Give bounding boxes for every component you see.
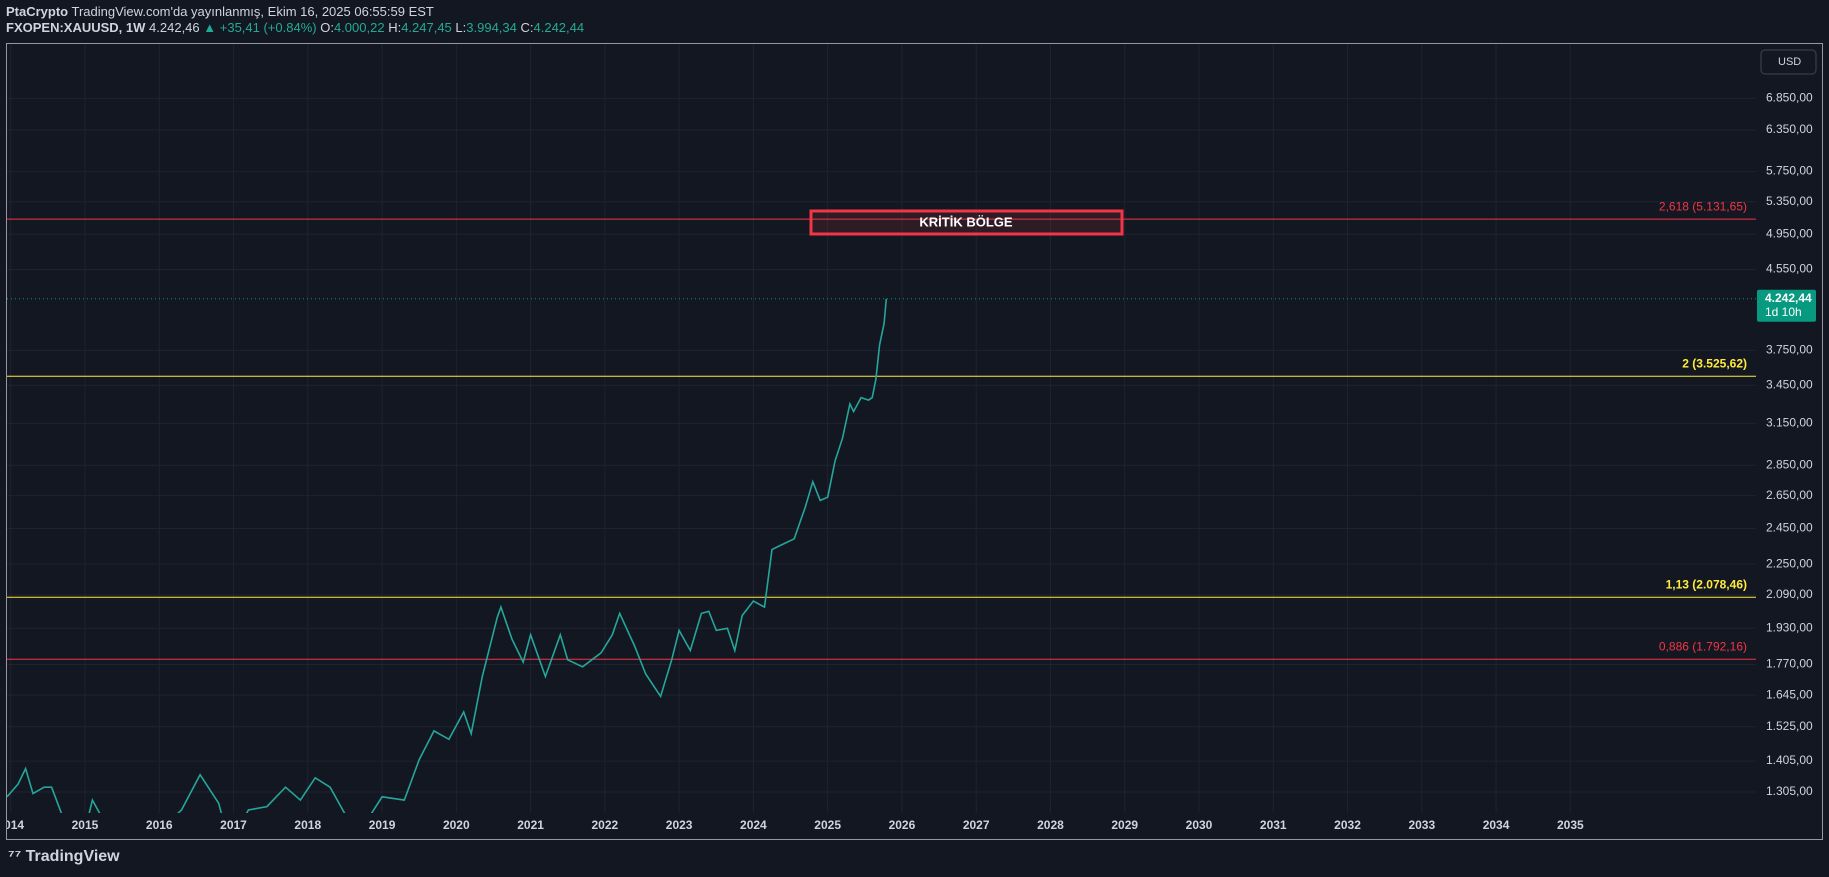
ohlc-value: 4.247,45: [401, 20, 452, 35]
header-line-2: FXOPEN:XAUUSD, 1W 4.242,46 ▲ +35,41 (+0.…: [6, 20, 584, 35]
x-tick-label: 2033: [1408, 818, 1435, 832]
level-label: 0,886 (1.792,16): [1659, 639, 1747, 653]
brand: ⁷⁷ TradingView: [8, 848, 120, 865]
x-tick-label: 2027: [963, 818, 990, 832]
price-line: [7, 298, 888, 813]
y-tick-label: 2.090,00: [1766, 587, 1813, 601]
x-tick-label: 2016: [146, 818, 173, 832]
x-tick-label: 2034: [1483, 818, 1510, 832]
x-tick-label: 2035: [1557, 818, 1584, 832]
x-tick-label: 2029: [1111, 818, 1138, 832]
published: TradingView.com'da yayınlanmış, Ekim 16,…: [71, 4, 434, 19]
level-label: 2 (3.525,62): [1682, 356, 1747, 370]
x-tick-label: 2017: [220, 818, 247, 832]
x-tick-label: 2024: [740, 818, 767, 832]
author: PtaCrypto: [6, 4, 69, 19]
x-tick-label: 2014: [0, 818, 24, 832]
x-tick-label: 2031: [1260, 818, 1287, 832]
header-line-1: PtaCrypto TradingView.com'da yayınlanmış…: [6, 4, 434, 19]
x-tick-label: 2028: [1037, 818, 1064, 832]
ohlc-value: 3.994,34: [466, 20, 517, 35]
y-tick-label: 3.150,00: [1766, 415, 1813, 429]
y-tick-label: 4.550,00: [1766, 262, 1813, 276]
annotation-box: [809, 209, 1124, 236]
currency[interactable]: USD: [1778, 56, 1801, 68]
y-tick-label: 5.750,00: [1766, 164, 1813, 178]
y-tick-label: 1.770,00: [1766, 657, 1813, 671]
x-tick-label: 2019: [369, 818, 396, 832]
y-tick-label: 6.850,00: [1766, 91, 1813, 105]
ohlc-value: 4.000,22: [333, 20, 385, 35]
brand-name: TradingView: [25, 848, 120, 865]
countdown: 1d 10h: [1765, 305, 1802, 319]
currency-button[interactable]: [1760, 49, 1817, 75]
y-tick-label: 1.525,00: [1766, 719, 1813, 733]
x-tick-label: 2026: [889, 818, 916, 832]
ohlc-label: O:: [320, 20, 334, 35]
last-price-box: [1757, 289, 1816, 322]
x-tick-label: 2023: [666, 818, 693, 832]
ohlc-label: H:: [388, 20, 402, 35]
y-tick-label: 4.950,00: [1766, 226, 1813, 240]
y-tick-label: 5.350,00: [1766, 194, 1813, 208]
y-tick-label: 1.645,00: [1766, 687, 1813, 701]
last: 4.242,46: [149, 20, 200, 35]
y-tick-label: 2.450,00: [1766, 521, 1813, 535]
x-tick-label: 2021: [517, 818, 544, 832]
y-tick-label: 2.250,00: [1766, 556, 1813, 570]
x-tick-label: 2015: [72, 818, 99, 832]
y-tick-label: 1.405,00: [1766, 753, 1813, 767]
x-tick-label: 2020: [443, 818, 470, 832]
last-price-label: 4.242,44: [1765, 291, 1812, 305]
chart-frame: [6, 43, 1823, 840]
y-tick-label: 2.850,00: [1766, 457, 1813, 471]
x-tick-label: 2022: [592, 818, 619, 832]
annotation-text: KRİTİK BÖLGE: [919, 214, 1012, 229]
y-tick-label: 1.305,00: [1766, 784, 1813, 798]
x-tick-label: 2018: [294, 818, 321, 832]
y-tick-label: 6.350,00: [1766, 122, 1813, 136]
y-tick-label: 3.450,00: [1766, 377, 1813, 391]
ohlc-label: L:: [455, 20, 467, 35]
x-tick-label: 2030: [1186, 818, 1213, 832]
y-tick-label: 1.930,00: [1766, 620, 1813, 634]
level-label: 2,618 (5.131,65): [1659, 199, 1747, 213]
ohlc-value: 4.242,44: [533, 20, 585, 35]
level-label: 1,13 (2.078,46): [1666, 577, 1747, 591]
x-tick-label: 2032: [1334, 818, 1361, 832]
ohlc: O:4.000,22 H:4.247,45 L:3.994,34 C:4.242…: [320, 20, 584, 35]
symbol: FXOPEN:XAUUSD, 1W: [6, 20, 146, 35]
ohlc-label: C:: [520, 20, 534, 35]
chart: 2,618 (5.131,65) 2 (3.525,62) 1,13 (2.078,…: [0, 43, 1823, 840]
change: ▲ +35,41 (+0.84%): [203, 20, 317, 35]
x-tick-label: 2025: [814, 818, 841, 832]
y-tick-label: 3.750,00: [1766, 343, 1813, 357]
y-tick-label: 2.650,00: [1766, 488, 1813, 502]
